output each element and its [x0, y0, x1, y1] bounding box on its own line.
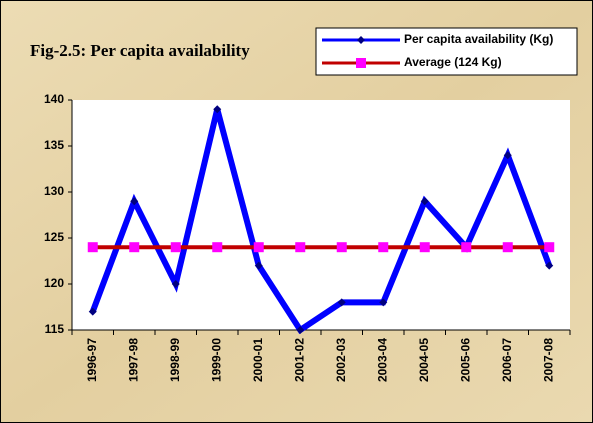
x-tick-label: 2006-07 — [500, 338, 514, 382]
marker — [130, 197, 139, 206]
line — [89, 108, 553, 335]
marker — [502, 242, 513, 253]
x-tick-label: 2002-03 — [334, 338, 348, 382]
x-tick-label: 2004-05 — [417, 338, 431, 382]
x-tick-label: 1996-97 — [85, 338, 99, 382]
marker — [419, 242, 430, 253]
marker — [254, 261, 263, 270]
marker — [213, 105, 222, 114]
marker — [88, 307, 97, 316]
marker — [336, 242, 347, 253]
x-tick-label: 2000-01 — [251, 338, 265, 382]
x-tick-label: 1998-99 — [168, 338, 182, 382]
marker — [129, 242, 140, 253]
y-tick-label: 125 — [44, 230, 64, 244]
legend-label: Per capita availability (Kg) — [404, 32, 553, 46]
legend-marker — [356, 58, 366, 68]
y-tick-label: 140 — [44, 92, 64, 106]
x-tick-label: 2001-02 — [292, 338, 306, 382]
x-tick-label: 2007-08 — [541, 338, 555, 382]
marker — [295, 242, 306, 253]
marker — [337, 298, 346, 307]
marker — [461, 242, 472, 253]
x-tick-label: 2005-06 — [458, 338, 472, 382]
y-tick-label: 130 — [44, 184, 64, 198]
chart-title: Fig-2.5: Per capita availability — [30, 41, 250, 60]
x-tick-label: 1999-00 — [209, 338, 223, 382]
marker — [296, 326, 305, 334]
marker — [545, 261, 554, 270]
marker — [420, 197, 429, 206]
marker — [378, 242, 389, 253]
plot-area — [72, 100, 570, 330]
x-tick-label: 1997-98 — [126, 338, 140, 382]
marker — [379, 298, 388, 307]
y-tick-label: 135 — [44, 138, 64, 152]
marker — [171, 280, 180, 288]
legend-label: Average (124 Kg) — [404, 55, 502, 69]
marker — [253, 242, 264, 253]
marker — [170, 242, 181, 253]
y-tick-label: 120 — [44, 276, 64, 290]
legend-marker — [357, 36, 365, 44]
marker — [212, 242, 223, 253]
y-tick-label: 115 — [45, 322, 65, 336]
marker — [503, 151, 512, 160]
marker — [544, 242, 555, 253]
marker — [87, 242, 98, 253]
x-tick-label: 2003-04 — [375, 338, 389, 382]
